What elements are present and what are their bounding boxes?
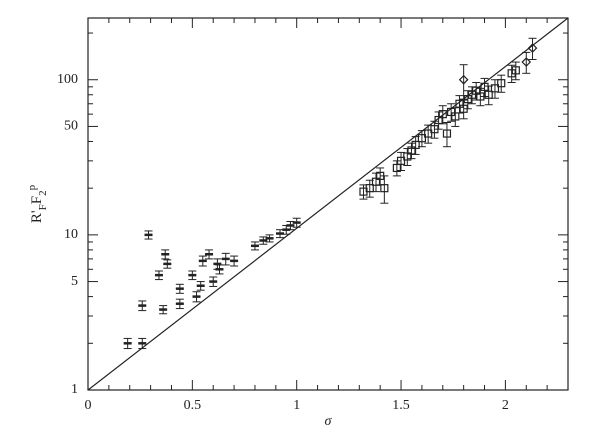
error-bar [459, 99, 468, 120]
point [447, 107, 456, 117]
x-tick-label: 1 [293, 398, 300, 413]
error-bar [511, 61, 520, 81]
y-axis-label: R'FF2p [26, 184, 49, 223]
point [392, 163, 401, 173]
point [458, 74, 469, 85]
point [497, 79, 506, 88]
x-tick-label: 1.5 [392, 398, 410, 413]
point [442, 129, 452, 138]
y-axis-label-part: F [37, 204, 49, 210]
error-bar [376, 167, 385, 186]
x-tick-label: 2 [502, 398, 509, 413]
error-bar [455, 95, 464, 114]
point [434, 115, 443, 125]
point [396, 156, 406, 165]
x-tick-label: 0.5 [184, 398, 202, 413]
point [403, 152, 412, 161]
point [365, 184, 374, 193]
error-bar [528, 37, 537, 61]
point [527, 43, 538, 53]
y-tick-label: 100 [57, 72, 78, 87]
point [472, 86, 481, 95]
point [407, 146, 416, 155]
error-bar [447, 103, 456, 122]
point [480, 82, 489, 91]
y-tick-label: 50 [64, 119, 78, 134]
error-bar [451, 107, 460, 127]
point [521, 57, 532, 67]
error-bar [459, 64, 468, 100]
error-bar [430, 120, 439, 139]
error-bar [392, 160, 401, 177]
x-axis-label: σ [325, 414, 333, 429]
point [380, 184, 389, 193]
y-tick-label: 1 [71, 382, 78, 397]
error-bar [476, 87, 485, 107]
fit-line [87, 17, 569, 391]
error-bar [507, 64, 516, 83]
error-bar [438, 105, 447, 125]
point [511, 66, 520, 75]
error-bar [403, 148, 412, 166]
y-axis-label-part: F [29, 196, 45, 204]
error-bar [522, 51, 531, 74]
point [424, 129, 433, 138]
error-bar [442, 122, 451, 148]
point [484, 90, 493, 99]
error-bar [434, 111, 443, 130]
plot-frame [87, 17, 569, 391]
y-tick-label: 10 [64, 227, 78, 242]
error-bar [372, 172, 380, 193]
y-axis-label-part: p [26, 184, 38, 190]
y-tick-label: 5 [71, 274, 78, 289]
error-bar [407, 142, 416, 160]
error-bar [480, 77, 489, 97]
point [451, 112, 460, 121]
point [490, 84, 500, 93]
error-bar [497, 74, 506, 93]
point [438, 110, 447, 119]
x-tick-label: 0 [85, 398, 92, 413]
point [455, 99, 464, 108]
y-axis-label-part: 2 [37, 190, 49, 196]
point [371, 177, 381, 186]
point [417, 134, 427, 143]
error-bar [380, 175, 389, 204]
y-axis-label-part: R' [29, 210, 45, 223]
point [411, 140, 420, 150]
